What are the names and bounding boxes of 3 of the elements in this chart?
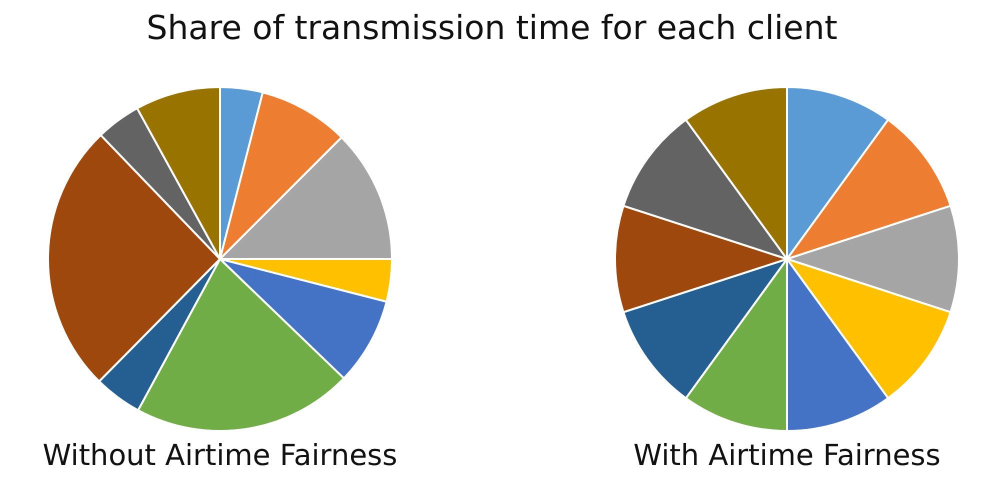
text: Share of transmission time for each client [146,8,838,47]
text: With Airtime Fairness [632,438,942,472]
text: Without Airtime Fairness [42,438,398,472]
